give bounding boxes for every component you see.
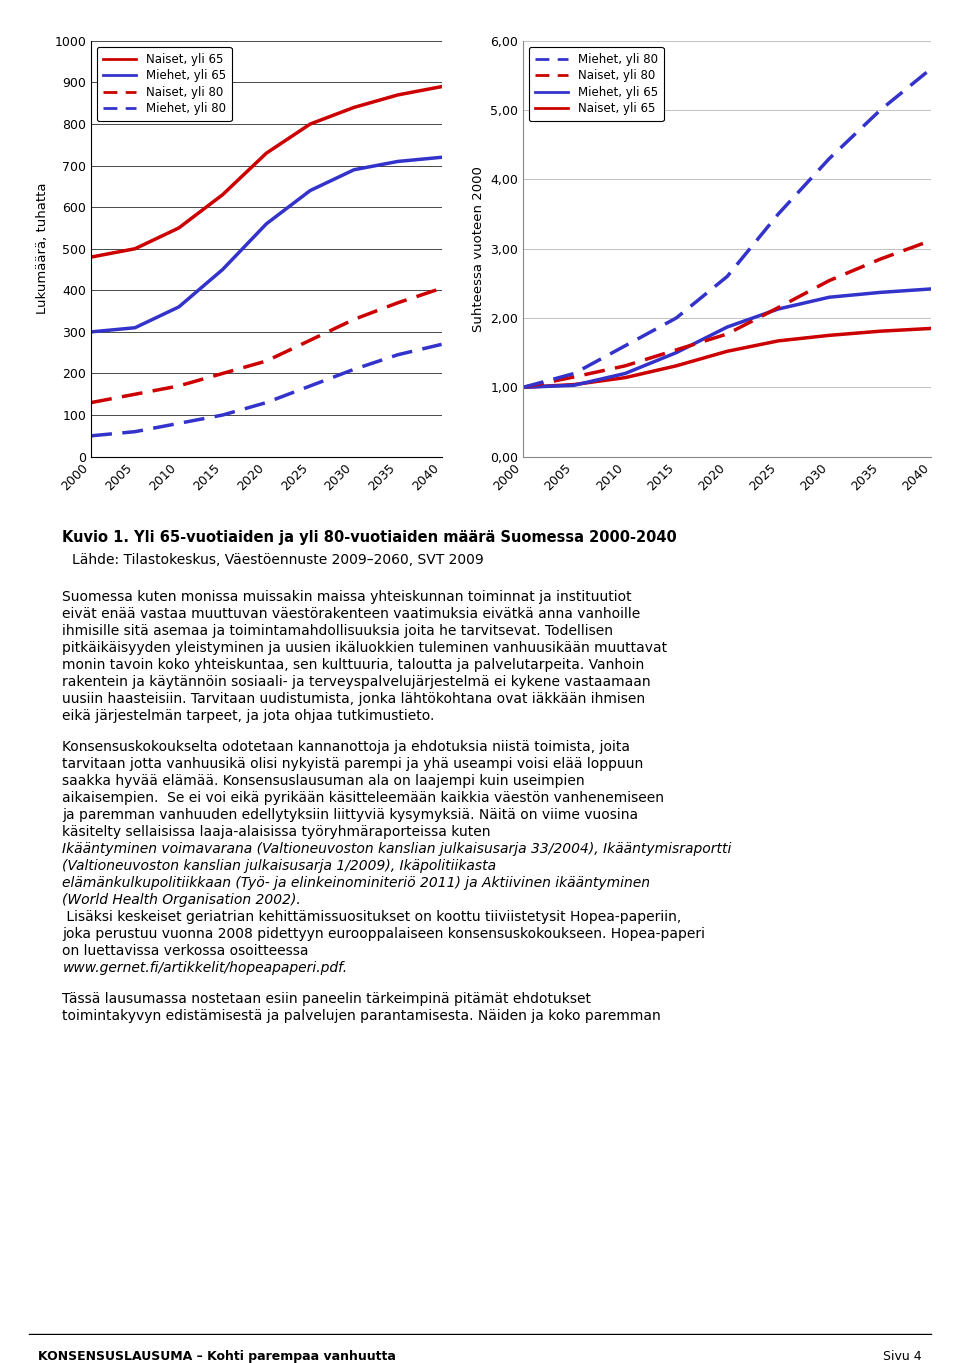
Text: saakka hyvää elämää. Konsensuslausuman ala on laajempi kuin useimpien: saakka hyvää elämää. Konsensuslausuman a… — [62, 774, 585, 788]
Text: joka perustuu vuonna 2008 pidettyyn eurooppalaiseen konsensuskokoukseen. Hopea-p: joka perustuu vuonna 2008 pidettyyn euro… — [62, 927, 706, 940]
Text: Ikääntyminen voimavarana (Valtioneuvoston kanslian julkaisusarja 33/2004), Ikään: Ikääntyminen voimavarana (Valtioneuvosto… — [62, 842, 732, 856]
Text: (Valtioneuvoston kanslian julkaisusarja 1/2009), Ikäpolitiikasta: (Valtioneuvoston kanslian julkaisusarja … — [62, 859, 496, 872]
Text: toimintakyvyn edistämisestä ja palvelujen parantamisesta. Näiden ja koko paremma: toimintakyvyn edistämisestä ja palveluje… — [62, 1009, 661, 1024]
Text: ihmisille sitä asemaa ja toimintamahdollisuuksia joita he tarvitsevat. Todellise: ihmisille sitä asemaa ja toimintamahdoll… — [62, 624, 613, 638]
Text: rakentein ja käytännöin sosiaali- ja terveyspalvelujärjestelmä ei kykene vastaam: rakentein ja käytännöin sosiaali- ja ter… — [62, 675, 651, 690]
Text: Kuvio 1. Yli 65-vuotiaiden ja yli 80-vuotiaiden määrä Suomessa 2000-2040: Kuvio 1. Yli 65-vuotiaiden ja yli 80-vuo… — [62, 530, 677, 545]
Text: Lähde: Tilastokeskus, Väestöennuste 2009–2060, SVT 2009: Lähde: Tilastokeskus, Väestöennuste 2009… — [72, 553, 484, 567]
Text: aikaisempien.  Se ei voi eikä pyrikään käsitteleemään kaikkia väestön vanhenemis: aikaisempien. Se ei voi eikä pyrikään kä… — [62, 791, 664, 806]
Text: pitkäikäisyyden yleistyminen ja uusien ikäluokkien tuleminen vanhuusikään muutta: pitkäikäisyyden yleistyminen ja uusien i… — [62, 641, 667, 656]
Legend: Naiset, yli 65, Miehet, yli 65, Naiset, yli 80, Miehet, yli 80: Naiset, yli 65, Miehet, yli 65, Naiset, … — [97, 46, 231, 121]
Text: KONSENSUSLAUSUMA – Kohti parempaa vanhuutta: KONSENSUSLAUSUMA – Kohti parempaa vanhuu… — [38, 1349, 396, 1363]
Text: Sivu 4: Sivu 4 — [883, 1349, 922, 1363]
Text: uusiin haasteisiin. Tarvitaan uudistumista, jonka lähtökohtana ovat iäkkään ihmi: uusiin haasteisiin. Tarvitaan uudistumis… — [62, 692, 645, 706]
Text: elämänkulkupolitiikkaan (Työ- ja elinkeinominiteriö 2011) ja Aktiivinen ikääntym: elämänkulkupolitiikkaan (Työ- ja elinkei… — [62, 876, 651, 890]
Text: (World Health Organisation 2002).: (World Health Organisation 2002). — [62, 893, 301, 906]
Legend: Miehet, yli 80, Naiset, yli 80, Miehet, yli 65, Naiset, yli 65: Miehet, yli 80, Naiset, yli 80, Miehet, … — [529, 46, 663, 121]
Text: www.gernet.fi/artikkelit/hopeapaperi.pdf.: www.gernet.fi/artikkelit/hopeapaperi.pdf… — [62, 961, 348, 975]
Text: monin tavoin koko yhteiskuntaa, sen kulttuuria, taloutta ja palvelutarpeita. Van: monin tavoin koko yhteiskuntaa, sen kult… — [62, 658, 645, 672]
Text: eikä järjestelmän tarpeet, ja jota ohjaa tutkimustieto.: eikä järjestelmän tarpeet, ja jota ohjaa… — [62, 709, 435, 722]
Text: Tässä lausumassa nostetaan esiin paneelin tärkeimpinä pitämät ehdotukset: Tässä lausumassa nostetaan esiin paneeli… — [62, 992, 591, 1006]
Text: Suomessa kuten monissa muissakin maissa yhteiskunnan toiminnat ja instituutiot: Suomessa kuten monissa muissakin maissa … — [62, 590, 632, 604]
Text: Lisäksi keskeiset geriatrian kehittämissuositukset on koottu tiiviistetysit Hope: Lisäksi keskeiset geriatrian kehittämiss… — [62, 910, 682, 924]
Text: käsitelty sellaisissa laaja-alaisissa työryhmäraporteissa kuten: käsitelty sellaisissa laaja-alaisissa ty… — [62, 825, 591, 840]
Text: on luettavissa verkossa osoitteessa: on luettavissa verkossa osoitteessa — [62, 945, 497, 958]
Text: ja paremman vanhuuden edellytyksiin liittyviä kysymyksiä. Näitä on viime vuosina: ja paremman vanhuuden edellytyksiin liit… — [62, 808, 638, 822]
Y-axis label: Suhteessa vuoteen 2000: Suhteessa vuoteen 2000 — [471, 166, 485, 331]
Text: Konsensuskokoukselta odotetaan kannanottoja ja ehdotuksia niistä toimista, joita: Konsensuskokoukselta odotetaan kannanott… — [62, 740, 631, 754]
Text: tarvitaan jotta vanhuusikä olisi nykyistä parempi ja yhä useampi voisi elää lopp: tarvitaan jotta vanhuusikä olisi nykyist… — [62, 756, 643, 771]
Y-axis label: Lukumäärä, tuhatta: Lukumäärä, tuhatta — [36, 183, 49, 315]
Text: eivät enää vastaa muuttuvan väestörakenteen vaatimuksia eivätkä anna vanhoille: eivät enää vastaa muuttuvan väestörakent… — [62, 607, 640, 622]
